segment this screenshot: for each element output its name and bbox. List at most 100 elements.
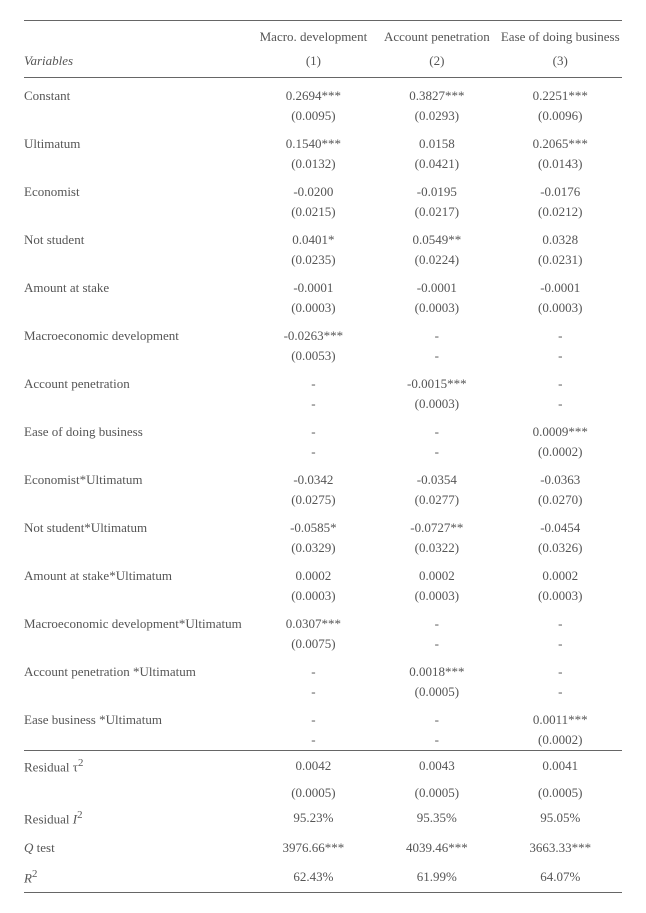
- se-cell: (0.0212): [499, 200, 622, 222]
- stat-cell: 64.07%: [499, 862, 622, 893]
- se-cell: (0.0215): [252, 200, 375, 222]
- stat-cell: 61.99%: [375, 862, 498, 893]
- coef-cell: -: [499, 318, 622, 344]
- se-cell: (0.0053): [252, 344, 375, 366]
- table-row: (0.0075)--: [24, 632, 622, 654]
- coef-cell: -0.0454: [499, 510, 622, 536]
- coef-cell: -: [499, 654, 622, 680]
- coef-cell: 0.0002: [375, 558, 498, 584]
- se-cell: (0.0003): [375, 584, 498, 606]
- coef-cell: -0.0195: [375, 174, 498, 200]
- row-label: Amount at stake: [24, 270, 252, 296]
- coef-cell: -0.0176: [499, 174, 622, 200]
- table-row: (0.0275)(0.0277)(0.0270): [24, 488, 622, 510]
- col-header-3: Ease of doing business: [499, 21, 622, 50]
- row-label: Account penetration: [24, 366, 252, 392]
- stat-label: R2: [24, 862, 252, 893]
- coef-cell: -0.0200: [252, 174, 375, 200]
- table-row: Macroeconomic development*Ultimatum0.030…: [24, 606, 622, 632]
- row-label: Economist: [24, 174, 252, 200]
- se-cell: (0.0003): [375, 392, 498, 414]
- coef-cell: -: [252, 414, 375, 440]
- coef-cell: -0.0354: [375, 462, 498, 488]
- table-row: (0.0329)(0.0322)(0.0326): [24, 536, 622, 558]
- table-row: Economist*Ultimatum-0.0342-0.0354-0.0363: [24, 462, 622, 488]
- se-cell: (0.0231): [499, 248, 622, 270]
- coef-cell: 0.3827***: [375, 78, 498, 105]
- row-label: Ease of doing business: [24, 414, 252, 440]
- coef-cell: -: [375, 702, 498, 728]
- se-cell: -: [375, 440, 498, 462]
- se-cell: (0.0075): [252, 632, 375, 654]
- coef-cell: 0.0002: [499, 558, 622, 584]
- se-cell: (0.0293): [375, 104, 498, 126]
- coef-cell: -0.0585*: [252, 510, 375, 536]
- col-num-3: (3): [499, 49, 622, 78]
- stat-cell: 0.0041: [499, 751, 622, 782]
- coef-cell: -: [252, 366, 375, 392]
- se-cell: (0.0002): [499, 728, 622, 751]
- table-row: (0.0053)--: [24, 344, 622, 366]
- se-cell: (0.0143): [499, 152, 622, 174]
- row-label: Ease business *Ultimatum: [24, 702, 252, 728]
- header-row-1: Macro. development Account penetration E…: [24, 21, 622, 50]
- table-row: (0.0132)(0.0421)(0.0143): [24, 152, 622, 174]
- stat-label: Residual I2: [24, 803, 252, 833]
- table-row: Account penetration *Ultimatum-0.0018***…: [24, 654, 622, 680]
- coef-cell: -0.0727**: [375, 510, 498, 536]
- se-cell: (0.0005): [252, 781, 375, 803]
- table-row: --(0.0002): [24, 728, 622, 751]
- table-row: Macroeconomic development-0.0263***--: [24, 318, 622, 344]
- col-num-1: (1): [252, 49, 375, 78]
- table-row: (0.0215)(0.0217)(0.0212): [24, 200, 622, 222]
- coef-cell: -0.0363: [499, 462, 622, 488]
- coef-cell: -: [375, 414, 498, 440]
- row-label: Amount at stake*Ultimatum: [24, 558, 252, 584]
- se-cell: (0.0224): [375, 248, 498, 270]
- table-row: -(0.0003)-: [24, 392, 622, 414]
- se-cell: (0.0003): [252, 584, 375, 606]
- table-row: -(0.0005)-: [24, 680, 622, 702]
- stat-cell: 62.43%: [252, 862, 375, 893]
- regression-table: Macro. development Account penetration E…: [24, 20, 622, 893]
- stat-row: (0.0005)(0.0005)(0.0005): [24, 781, 622, 803]
- stat-cell: 95.23%: [252, 803, 375, 833]
- stat-cell: 0.0043: [375, 751, 498, 782]
- coef-cell: -: [252, 702, 375, 728]
- coef-cell: 0.0549**: [375, 222, 498, 248]
- se-cell: -: [499, 680, 622, 702]
- se-cell: (0.0003): [252, 296, 375, 318]
- coef-cell: -: [375, 606, 498, 632]
- se-cell: (0.0096): [499, 104, 622, 126]
- stat-label: Q test: [24, 834, 252, 862]
- table-row: Amount at stake-0.0001-0.0001-0.0001: [24, 270, 622, 296]
- row-label: Constant: [24, 78, 252, 105]
- stat-cell: 0.0042: [252, 751, 375, 782]
- header-row-2: Variables (1) (2) (3): [24, 49, 622, 78]
- coef-cell: 0.1540***: [252, 126, 375, 152]
- table-row: Ease business *Ultimatum--0.0011***: [24, 702, 622, 728]
- table-row: Economist-0.0200-0.0195-0.0176: [24, 174, 622, 200]
- se-cell: (0.0326): [499, 536, 622, 558]
- se-cell: (0.0277): [375, 488, 498, 510]
- coef-cell: -: [499, 606, 622, 632]
- table-row: (0.0003)(0.0003)(0.0003): [24, 296, 622, 318]
- coef-cell: 0.0011***: [499, 702, 622, 728]
- col-header-1: Macro. development: [252, 21, 375, 50]
- stat-cell: 3976.66***: [252, 834, 375, 862]
- row-label: Ultimatum: [24, 126, 252, 152]
- table-row: (0.0095)(0.0293)(0.0096): [24, 104, 622, 126]
- se-cell: (0.0322): [375, 536, 498, 558]
- se-cell: (0.0275): [252, 488, 375, 510]
- coef-cell: -: [252, 654, 375, 680]
- coef-cell: 0.0401*: [252, 222, 375, 248]
- se-cell: (0.0329): [252, 536, 375, 558]
- table-row: Ease of doing business--0.0009***: [24, 414, 622, 440]
- se-cell: -: [252, 440, 375, 462]
- row-label: Account penetration *Ultimatum: [24, 654, 252, 680]
- coef-cell: -0.0001: [252, 270, 375, 296]
- coef-cell: -0.0015***: [375, 366, 498, 392]
- coef-cell: -: [375, 318, 498, 344]
- coef-cell: -0.0342: [252, 462, 375, 488]
- row-label: Macroeconomic development*Ultimatum: [24, 606, 252, 632]
